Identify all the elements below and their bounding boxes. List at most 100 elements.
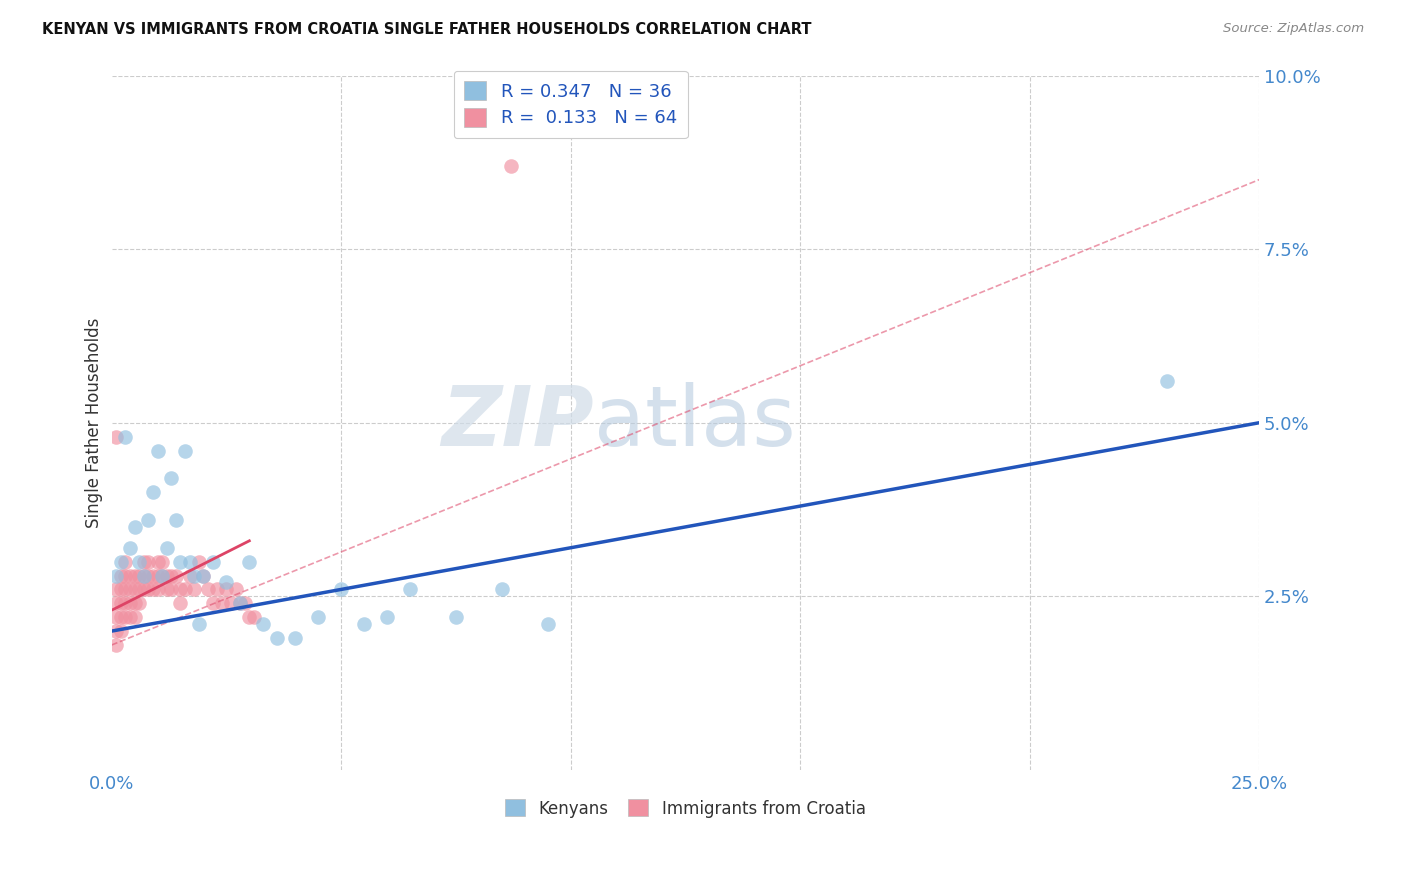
Point xyxy=(114,430,136,444)
Point xyxy=(160,568,183,582)
Point xyxy=(174,443,197,458)
Point xyxy=(169,596,191,610)
Point xyxy=(491,582,513,597)
Point xyxy=(211,596,233,610)
Point xyxy=(201,596,224,610)
Point xyxy=(187,617,209,632)
Point xyxy=(110,624,132,639)
Point xyxy=(233,596,256,610)
Point xyxy=(105,596,128,610)
Point xyxy=(132,568,155,582)
Point xyxy=(105,582,128,597)
Point xyxy=(124,582,146,597)
Point xyxy=(105,568,128,582)
Point xyxy=(114,596,136,610)
Point xyxy=(110,568,132,582)
Text: ZIP: ZIP xyxy=(441,383,593,463)
Point xyxy=(142,485,165,500)
Point xyxy=(205,582,228,597)
Text: atlas: atlas xyxy=(593,383,796,463)
Point xyxy=(537,617,560,632)
Point xyxy=(238,555,260,569)
Point xyxy=(243,610,266,624)
Point xyxy=(124,610,146,624)
Point xyxy=(142,582,165,597)
Point xyxy=(118,541,141,555)
Point xyxy=(215,575,238,590)
Point xyxy=(146,443,169,458)
Point xyxy=(105,430,128,444)
Point xyxy=(138,513,160,527)
Point xyxy=(150,568,173,582)
Point xyxy=(399,582,422,597)
Point xyxy=(110,596,132,610)
Point xyxy=(132,568,155,582)
Point xyxy=(187,555,209,569)
Point xyxy=(165,568,187,582)
Point xyxy=(444,610,467,624)
Point xyxy=(156,568,179,582)
Point xyxy=(307,610,329,624)
Point xyxy=(118,596,141,610)
Point xyxy=(150,555,173,569)
Point xyxy=(229,596,252,610)
Point xyxy=(138,582,160,597)
Point xyxy=(201,555,224,569)
Legend: Kenyans, Immigrants from Croatia: Kenyans, Immigrants from Croatia xyxy=(498,793,872,824)
Point xyxy=(375,610,398,624)
Point xyxy=(225,582,247,597)
Point xyxy=(1156,374,1178,388)
Point xyxy=(142,568,165,582)
Point xyxy=(110,610,132,624)
Point xyxy=(146,555,169,569)
Point xyxy=(215,582,238,597)
Point xyxy=(128,582,150,597)
Point xyxy=(183,582,205,597)
Point xyxy=(197,582,219,597)
Point xyxy=(156,582,179,597)
Y-axis label: Single Father Households: Single Father Households xyxy=(86,318,103,528)
Point xyxy=(150,568,173,582)
Point xyxy=(110,555,132,569)
Point xyxy=(124,520,146,534)
Point xyxy=(160,471,183,485)
Point xyxy=(156,541,179,555)
Point xyxy=(179,568,201,582)
Point xyxy=(128,568,150,582)
Point xyxy=(330,582,353,597)
Point xyxy=(174,582,197,597)
Point xyxy=(146,582,169,597)
Point xyxy=(353,617,375,632)
Text: Source: ZipAtlas.com: Source: ZipAtlas.com xyxy=(1223,22,1364,36)
Point xyxy=(179,555,201,569)
Point xyxy=(160,582,183,597)
Point xyxy=(499,159,522,173)
Point xyxy=(114,610,136,624)
Point xyxy=(146,568,169,582)
Point xyxy=(118,582,141,597)
Point xyxy=(183,568,205,582)
Point xyxy=(284,631,307,645)
Point xyxy=(110,582,132,597)
Point xyxy=(252,617,274,632)
Point xyxy=(229,596,252,610)
Point xyxy=(128,555,150,569)
Point xyxy=(118,610,141,624)
Point xyxy=(132,582,155,597)
Point xyxy=(169,555,191,569)
Point xyxy=(114,582,136,597)
Point xyxy=(128,596,150,610)
Point xyxy=(238,610,260,624)
Point xyxy=(114,555,136,569)
Point xyxy=(138,568,160,582)
Point xyxy=(193,568,215,582)
Point xyxy=(114,568,136,582)
Point xyxy=(124,568,146,582)
Point xyxy=(193,568,215,582)
Point xyxy=(105,610,128,624)
Point xyxy=(266,631,288,645)
Point xyxy=(138,555,160,569)
Point xyxy=(105,638,128,652)
Point xyxy=(165,513,187,527)
Point xyxy=(132,555,155,569)
